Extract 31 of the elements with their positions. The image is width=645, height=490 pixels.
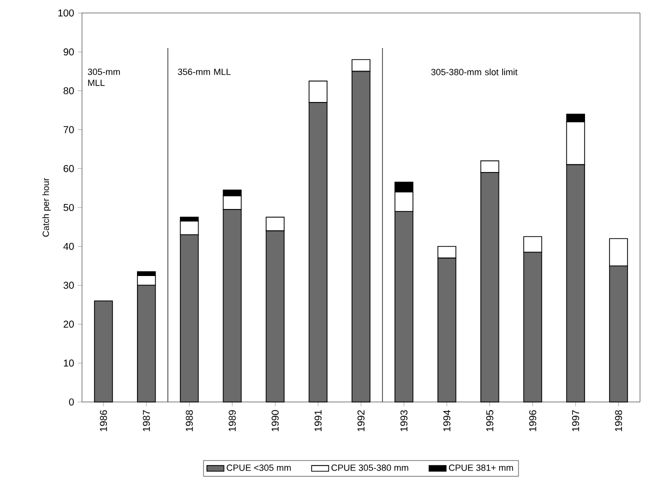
y-tick-label: 30 [64,282,74,289]
x-tick-label: 1998 [615,410,622,432]
annotation: 356-mm MLL [178,68,231,75]
x-tick-label: 1994 [443,410,450,432]
y-tick-label: 50 [64,204,74,212]
x-tick-label: 1990 [272,410,279,432]
x-tick-label: 1986 [100,410,107,432]
x-tick-label: 1995 [486,410,494,432]
y-tick-label: 60 [64,165,74,172]
x-tick-label: 1992 [357,410,365,432]
y-tick-label: 100 [58,9,74,17]
legend-label: CPUE 305-380 mm [331,464,408,471]
x-tick-label: 1991 [314,410,322,432]
x-tick-label: 1993 [400,410,408,432]
x-tick-label: 1997 [572,410,580,432]
y-tick-label: 70 [64,126,74,134]
x-tick-label: 1988 [186,410,193,432]
x-tick-label: 1989 [228,410,236,432]
y-tick-label: 80 [64,87,74,94]
x-tick-label: 1996 [529,410,536,432]
y-tick-label: 40 [63,242,74,250]
y-tick-label: 20 [64,320,74,328]
y-tick-label: 90 [64,48,74,56]
legend-label: CPUE <305 mm [226,464,291,471]
annotation: 305-380-mm slot limit [431,68,518,76]
legend-label: CPUE 381+ mm [448,464,513,471]
x-tick-label: 1987 [142,410,150,432]
y-tick-label: 0 [69,398,74,406]
annotation: 305-mm MLL [88,68,120,86]
y-tick-label: 10 [64,360,74,367]
y-axis-title: Catch per hour [42,178,51,237]
